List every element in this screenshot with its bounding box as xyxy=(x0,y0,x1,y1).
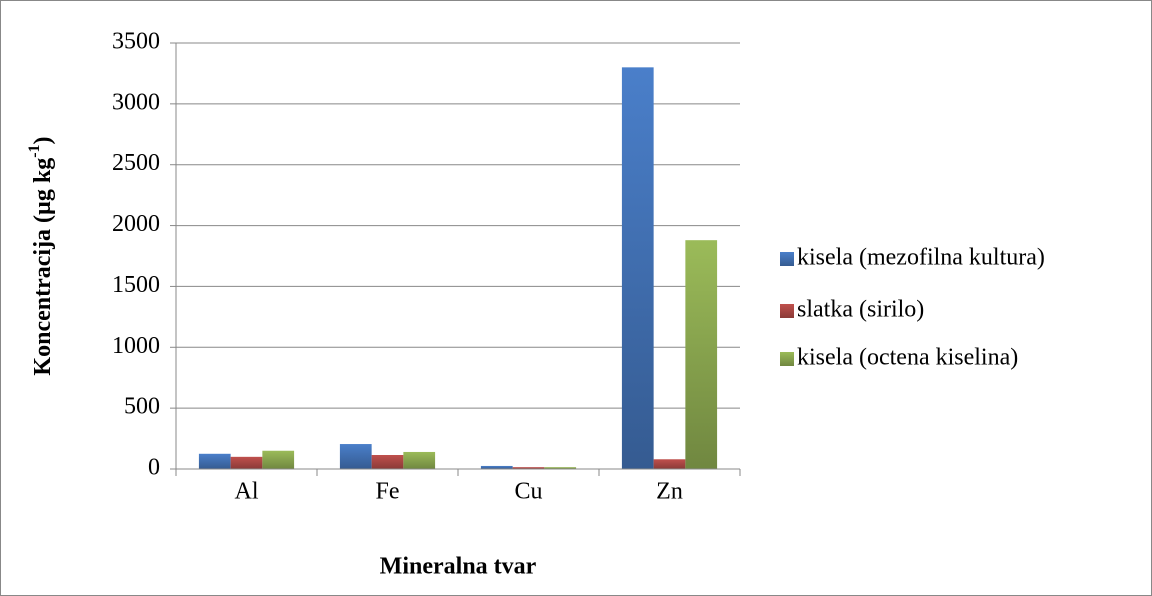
bar xyxy=(685,240,718,469)
bar xyxy=(198,453,231,469)
legend-label: kisela (octena kiselina) xyxy=(797,345,1018,371)
bar xyxy=(371,455,404,469)
y-axis-title: Koncentracija (µg kg-1) xyxy=(26,136,56,375)
legend-swatch xyxy=(780,352,794,366)
legend-label: kisela (mezofilna kultura) xyxy=(797,245,1045,271)
y-tick-label: 1500 xyxy=(112,272,160,298)
legend-swatch xyxy=(780,304,794,318)
bar xyxy=(653,459,686,469)
y-tick-label: 1000 xyxy=(112,333,160,359)
bar xyxy=(621,67,654,469)
y-tick-label: 3000 xyxy=(112,89,160,115)
legend-swatch xyxy=(780,252,794,266)
bar xyxy=(512,467,545,469)
y-tick-label: 2500 xyxy=(112,150,160,176)
bar xyxy=(544,467,577,469)
legend-label: slatka (sirilo) xyxy=(797,297,924,323)
bar xyxy=(480,465,513,469)
bar xyxy=(262,450,295,469)
x-tick-label: Cu xyxy=(514,479,542,505)
y-tick-label: 0 xyxy=(148,455,160,481)
y-tick-label: 2000 xyxy=(112,211,160,237)
x-axis-title: Mineralna tvar xyxy=(380,554,537,580)
bar xyxy=(403,451,436,469)
x-tick-label: Zn xyxy=(656,479,683,505)
bar xyxy=(339,444,372,469)
y-tick-label: 500 xyxy=(124,394,160,420)
x-tick-label: Fe xyxy=(376,479,400,505)
bar xyxy=(230,456,263,469)
x-tick-label: Al xyxy=(235,479,259,505)
y-axis-title-superscript: -1 xyxy=(26,144,43,157)
y-axis-title-text: Koncentracija (µg kg xyxy=(30,158,56,376)
y-tick-label: 3500 xyxy=(112,29,160,55)
y-axis-title-suffix: ) xyxy=(30,136,56,144)
